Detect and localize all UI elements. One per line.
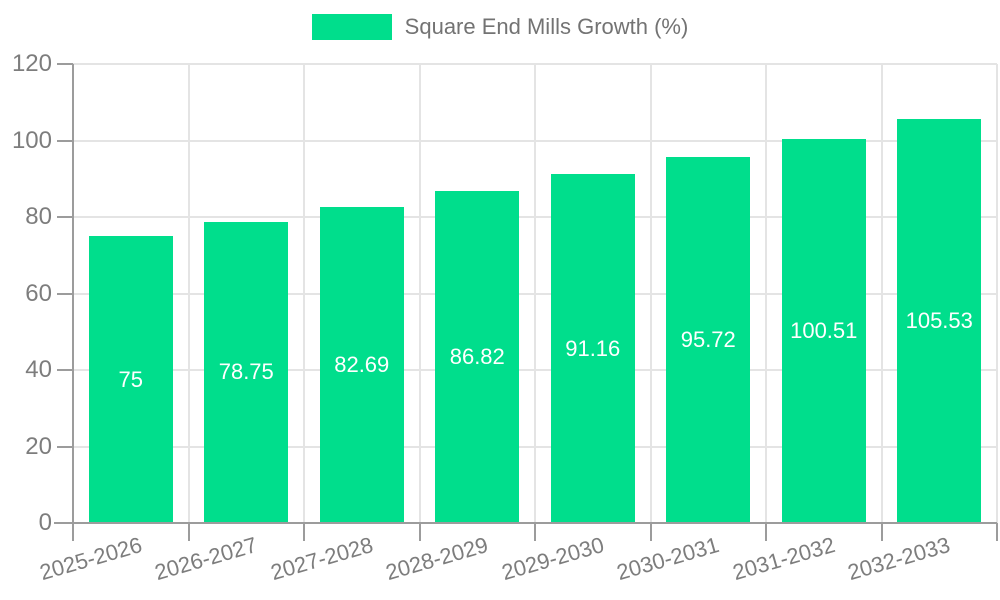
x-axis-tick-label: 2028-2029 [382,532,491,586]
gridline-vertical [303,64,305,523]
bar-2028-2029[interactable] [435,190,520,523]
y-axis-tick [57,216,73,218]
gridline-vertical [534,64,536,523]
legend-swatch[interactable] [311,14,392,40]
y-axis-tick-label: 0 [38,509,52,536]
y-axis-tick [57,369,73,371]
y-axis-tick-label: 120 [11,50,52,77]
gridline-vertical [187,64,190,523]
x-axis-tick [880,523,883,541]
y-axis-tick [57,63,73,65]
y-axis-tick [57,139,73,142]
gridline-vertical [649,64,652,523]
bar-2030-2031[interactable] [666,156,751,523]
x-axis-tick [303,523,305,541]
y-axis-tick-label: 100 [11,126,52,154]
y-axis-tick-label: 80 [25,203,52,230]
gridline-vertical [765,64,767,523]
legend[interactable]: Square End Mills Growth (%) [0,14,1000,40]
x-axis-tick-label: 2032-2033 [844,532,953,586]
y-axis-tick [57,292,73,295]
bar-2025-2026[interactable] [88,236,173,523]
y-axis-tick-label: 60 [25,279,52,307]
x-axis-tick [996,523,998,541]
bar-2029-2030[interactable] [550,174,635,523]
bar-2026-2027[interactable] [204,221,289,523]
x-axis-line [54,522,997,524]
x-axis-tick-label: 2029-2030 [498,532,607,586]
bar-2032-2033[interactable] [897,119,982,523]
y-axis-tick-label: 40 [25,356,52,383]
x-axis-tick-label: 2027-2028 [267,532,376,586]
x-axis-tick [534,523,536,541]
x-axis-tick [72,523,74,541]
gridline-vertical [996,64,998,523]
gridline-vertical [418,64,421,523]
x-axis-tick [649,523,652,541]
x-axis-tick [765,523,767,541]
x-axis-tick [187,523,190,541]
x-axis-tick-label: 2030-2031 [613,532,722,586]
x-axis-tick [418,523,421,541]
y-axis-tick-label: 20 [25,432,52,460]
x-axis-tick-label: 2025-2026 [36,532,145,586]
gridline-vertical [880,64,883,523]
x-axis-tick-label: 2031-2032 [729,532,838,586]
bar-2027-2028[interactable] [319,206,404,523]
y-axis-line [72,64,74,525]
legend-label[interactable]: Square End Mills Growth (%) [404,14,689,39]
x-axis-tick-label: 2026-2027 [151,532,260,586]
y-axis-tick [57,445,73,448]
bar-2031-2032[interactable] [781,138,866,523]
